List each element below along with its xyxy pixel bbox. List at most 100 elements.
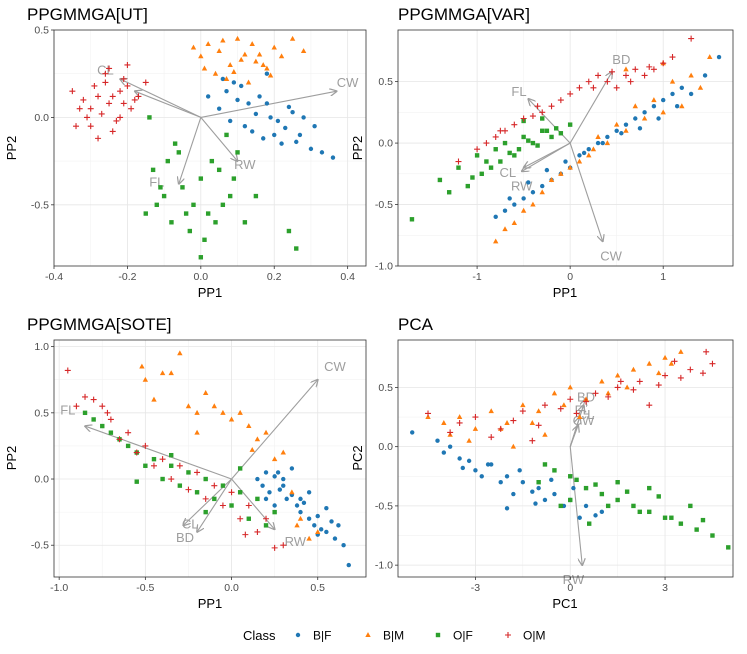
vector-arrow-rw bbox=[200, 117, 238, 161]
data-point bbox=[605, 393, 612, 400]
data-point bbox=[143, 463, 148, 468]
grid-lines bbox=[54, 340, 366, 577]
plot-area bbox=[53, 29, 367, 267]
data-point bbox=[632, 103, 638, 109]
data-point bbox=[194, 469, 201, 476]
data-point bbox=[656, 370, 662, 376]
data-point bbox=[512, 153, 517, 158]
data-point bbox=[264, 101, 270, 106]
data-point bbox=[134, 479, 139, 484]
data-point bbox=[272, 503, 277, 508]
data-point bbox=[520, 402, 526, 408]
data-point bbox=[599, 378, 605, 384]
data-point bbox=[466, 437, 472, 443]
data-point bbox=[456, 414, 463, 420]
series-b-m bbox=[425, 348, 684, 449]
data-point bbox=[529, 113, 536, 120]
data-point bbox=[294, 139, 299, 145]
series-b-m bbox=[190, 35, 307, 85]
data-point bbox=[169, 463, 174, 468]
data-point bbox=[106, 100, 113, 107]
data-point bbox=[526, 138, 531, 143]
data-point bbox=[235, 150, 240, 155]
data-point bbox=[504, 420, 510, 425]
data-point bbox=[185, 403, 192, 409]
data-point bbox=[581, 150, 587, 156]
y-tick-label: 1.0 bbox=[34, 341, 49, 353]
data-point bbox=[301, 115, 306, 120]
data-point bbox=[224, 132, 229, 138]
legend-entries: B|F B|M O|F O|M bbox=[295, 629, 545, 643]
data-point bbox=[301, 500, 307, 506]
data-point bbox=[529, 420, 536, 425]
data-point bbox=[483, 140, 490, 147]
data-point bbox=[533, 501, 538, 506]
vector-label-cl: CL bbox=[182, 517, 199, 532]
data-point bbox=[623, 127, 629, 133]
vector-arrow-cl bbox=[120, 79, 202, 118]
data-point bbox=[679, 103, 685, 109]
data-point bbox=[256, 51, 263, 57]
vector-label-cw: CW bbox=[324, 359, 346, 374]
data-point bbox=[271, 44, 277, 50]
data-point bbox=[253, 193, 259, 199]
data-point bbox=[521, 134, 526, 140]
data-point bbox=[576, 158, 583, 164]
data-point bbox=[540, 116, 545, 121]
panel-title: PPGMMGA[SOTE] bbox=[27, 315, 172, 334]
data-point bbox=[191, 202, 196, 208]
data-points bbox=[69, 35, 336, 260]
data-point bbox=[558, 131, 564, 136]
data-point bbox=[493, 214, 498, 220]
data-point bbox=[330, 155, 336, 160]
data-point bbox=[176, 462, 183, 469]
data-point bbox=[493, 238, 499, 244]
data-point bbox=[542, 497, 548, 503]
vector-arrow-bd bbox=[569, 72, 612, 144]
data-point bbox=[158, 185, 163, 190]
data-point bbox=[583, 503, 589, 509]
data-point bbox=[271, 544, 278, 551]
data-point bbox=[100, 423, 105, 429]
data-point bbox=[139, 363, 145, 369]
data-point bbox=[474, 146, 481, 153]
data-point bbox=[281, 476, 286, 482]
data-point bbox=[605, 134, 610, 140]
data-point bbox=[329, 519, 334, 524]
series-o-m bbox=[64, 367, 287, 551]
data-point bbox=[498, 480, 503, 485]
data-point bbox=[263, 515, 270, 522]
data-point bbox=[535, 422, 542, 429]
data-point bbox=[109, 128, 116, 135]
data-point bbox=[563, 159, 568, 164]
data-point bbox=[237, 490, 243, 495]
data-point bbox=[253, 58, 259, 64]
data-point bbox=[455, 158, 462, 165]
data-point bbox=[651, 97, 657, 103]
data-point bbox=[102, 70, 109, 77]
series-o-m bbox=[425, 348, 716, 444]
data-points bbox=[410, 348, 731, 550]
data-point bbox=[187, 228, 193, 234]
data-point bbox=[668, 360, 675, 366]
data-point bbox=[107, 416, 114, 423]
y-tick-label: -0.5 bbox=[375, 199, 393, 211]
data-point bbox=[573, 410, 580, 417]
data-point bbox=[409, 217, 415, 222]
data-point bbox=[264, 65, 270, 71]
data-point bbox=[185, 486, 192, 493]
data-point bbox=[688, 503, 693, 509]
data-point bbox=[246, 101, 251, 106]
data-point bbox=[586, 152, 592, 158]
vector-label-cw: CW bbox=[600, 249, 622, 264]
data-point bbox=[535, 143, 540, 148]
series-b-f bbox=[205, 71, 336, 160]
vector-arrow-bd bbox=[135, 91, 202, 118]
data-point bbox=[595, 140, 601, 146]
data-point bbox=[687, 366, 694, 373]
data-point bbox=[245, 502, 252, 509]
vector-arrow-cw bbox=[569, 142, 603, 241]
data-point bbox=[544, 128, 550, 133]
data-point bbox=[577, 515, 582, 520]
